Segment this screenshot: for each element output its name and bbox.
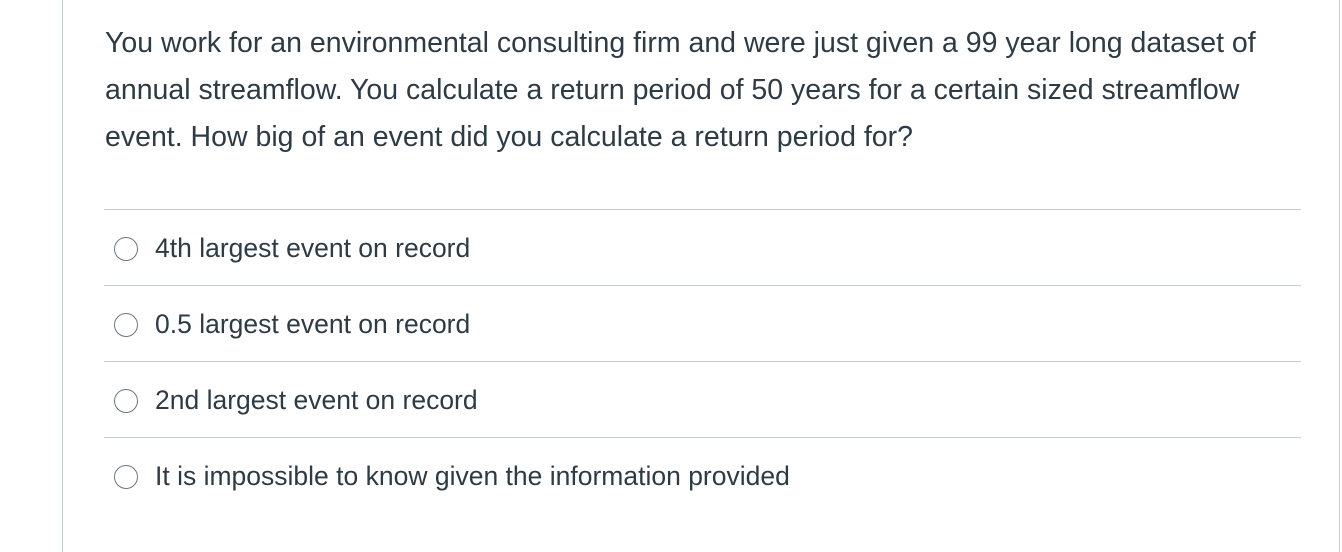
radio-button-icon[interactable]	[114, 237, 138, 261]
answer-label[interactable]: 4th largest event on record	[155, 233, 471, 263]
answer-label[interactable]: 0.5 largest event on record	[155, 309, 471, 339]
answer-option-2[interactable]: 0.5 largest event on record	[104, 285, 1301, 361]
answer-label[interactable]: 2nd largest event on record	[155, 385, 478, 415]
question-text: You work for an environmental consulting…	[105, 27, 1256, 153]
answer-list: 4th largest event on record 0.5 largest …	[104, 209, 1301, 513]
question-card: You work for an environmental consulting…	[62, 0, 1340, 552]
answer-option-4[interactable]: It is impossible to know given the infor…	[104, 437, 1301, 513]
radio-button-icon[interactable]	[114, 465, 138, 489]
answer-option-1[interactable]: 4th largest event on record	[104, 209, 1301, 285]
radio-button-icon[interactable]	[114, 389, 138, 413]
radio-button-icon[interactable]	[114, 313, 138, 337]
answer-label[interactable]: It is impossible to know given the infor…	[155, 461, 790, 491]
answer-option-3[interactable]: 2nd largest event on record	[104, 361, 1301, 437]
